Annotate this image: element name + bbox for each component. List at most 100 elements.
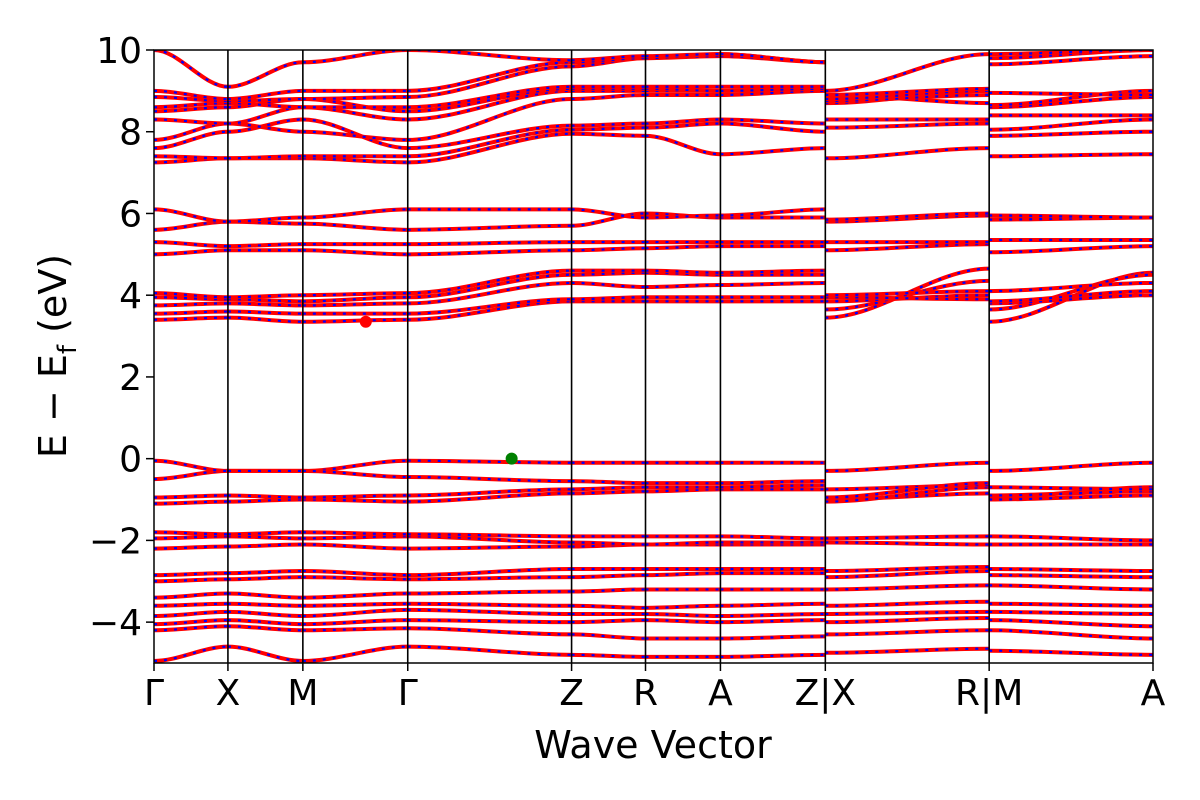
band-spin-down <box>989 618 1153 628</box>
band-spin-down <box>720 208 826 217</box>
band-spin-up <box>571 246 646 253</box>
band-spin-down <box>720 612 826 618</box>
band-spin-up <box>154 571 228 578</box>
band-spin-down <box>407 273 572 299</box>
band-spin-up <box>989 272 1153 312</box>
y-axis: −4 −2 0 2 4 6 8 10 <box>89 31 154 644</box>
y-tick-label: 10 <box>96 31 142 72</box>
band-spin-up <box>571 479 646 486</box>
band-spin-down <box>720 653 826 658</box>
band-spin-up <box>645 603 721 610</box>
band-spin-down <box>720 122 826 133</box>
band-spin-up <box>227 609 303 619</box>
band-spin-up <box>571 131 646 138</box>
band-spin-up <box>227 591 303 600</box>
y-tick-label: 0 <box>119 440 142 481</box>
band-spin-down <box>407 602 572 607</box>
band-spin-down <box>407 545 572 550</box>
band-spin-down <box>407 300 572 321</box>
band-spin-down <box>302 569 408 577</box>
band-spin-down <box>407 224 572 231</box>
band-spin-down <box>989 610 1153 616</box>
band-spin-down <box>720 480 826 485</box>
band-spin-up <box>227 575 303 582</box>
band-spin-up <box>154 94 228 104</box>
band-spin-down <box>825 89 990 101</box>
band-spin-up <box>571 92 646 102</box>
band-spin-down <box>302 318 408 323</box>
band-spin-up <box>227 242 303 249</box>
band-spin-down <box>825 565 990 573</box>
x-tick-label: Z|X <box>795 673 856 714</box>
band-spin-up <box>571 603 646 610</box>
band-spin-down <box>407 249 572 256</box>
band-spin-up <box>154 129 228 151</box>
band-spin-down <box>302 292 408 297</box>
band-spin-up <box>571 587 646 594</box>
band-spin-up <box>571 632 646 641</box>
band-spin-up <box>645 117 721 126</box>
band-spin-up <box>227 60 303 89</box>
x-axis-label: Wave Vector <box>534 723 772 767</box>
band-spin-down <box>302 130 408 142</box>
band-spin-down <box>302 535 408 540</box>
band-spin-up <box>154 309 228 316</box>
band-spin-up <box>227 301 303 308</box>
band-spin-up <box>227 601 303 608</box>
band-spin-up <box>571 652 646 659</box>
band-spin-down <box>825 93 990 103</box>
band-spin-down <box>407 475 572 483</box>
band-spin-up <box>154 601 228 608</box>
band-spin-up <box>645 86 721 93</box>
band-spin-down <box>989 294 1153 305</box>
band-spin-up <box>227 493 303 500</box>
band-spin-up <box>154 88 228 102</box>
band-spin-down <box>407 533 572 538</box>
band-spin-down <box>407 576 572 581</box>
band-spin-down <box>720 484 826 489</box>
band-spin-down <box>302 543 408 550</box>
y-tick-label: −4 <box>89 603 142 644</box>
band-spin-down <box>302 618 408 626</box>
band-spin-down <box>645 134 721 156</box>
band-spin-down <box>989 490 1153 497</box>
band-spin-up <box>407 60 572 93</box>
band-spin-up <box>227 624 303 633</box>
band-spin-up <box>154 624 228 633</box>
band-spin-down <box>989 574 1153 579</box>
band-spin-down <box>407 567 572 577</box>
band-spin-up <box>645 487 721 494</box>
band-spin-down <box>989 50 1153 56</box>
band-spin-down <box>302 498 408 503</box>
band-spin-up <box>227 293 303 300</box>
band-spin-down <box>407 492 572 503</box>
band-spin-up <box>645 133 721 157</box>
band-spin-down <box>302 296 408 303</box>
x-tick-label: M <box>287 673 318 714</box>
band-spin-up <box>407 131 572 165</box>
band-spin-down <box>825 569 990 579</box>
band-spin-down <box>989 118 1153 131</box>
x-tick-label: A <box>708 673 733 714</box>
band-lines <box>154 50 1153 663</box>
y-axis-label-unit: (eV) <box>31 254 75 345</box>
band-spin-down <box>302 602 408 607</box>
x-tick-label: R <box>633 673 658 714</box>
band-spin-up <box>227 315 303 324</box>
y-tick-label: 4 <box>119 276 142 317</box>
band-spin-down <box>302 576 408 581</box>
band-spin-up <box>154 493 228 500</box>
band-spin-down <box>720 618 826 624</box>
band-spin-up <box>571 211 646 228</box>
band-spin-down <box>825 535 990 540</box>
band-spin-down <box>825 461 990 473</box>
band-spin-up <box>154 295 228 302</box>
band-spin-down <box>407 97 572 142</box>
band-spin-down <box>720 89 826 97</box>
band-spin-up <box>154 530 228 537</box>
band-spin-up <box>227 215 303 224</box>
band-spin-up <box>227 154 303 161</box>
band-spin-down <box>825 214 990 223</box>
band-spin-down <box>989 245 1153 254</box>
band-spin-down <box>407 627 572 636</box>
